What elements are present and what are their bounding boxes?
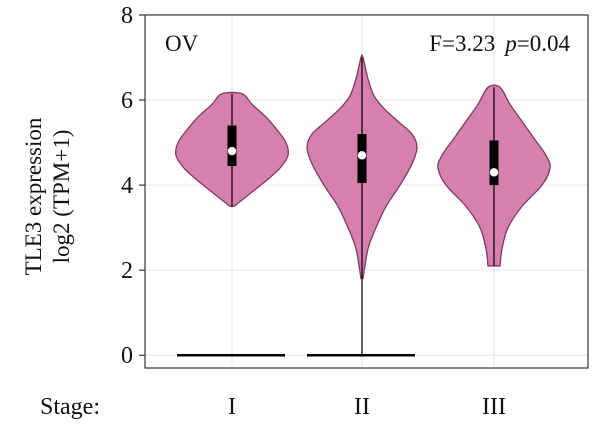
iqr-box-I bbox=[227, 125, 237, 166]
y-tick-label: 0 bbox=[121, 343, 133, 369]
y-tick-label: 2 bbox=[121, 258, 133, 284]
y-tick-label: 8 bbox=[121, 3, 133, 29]
plot-frame bbox=[144, 14, 589, 369]
x-tick-label-II: II bbox=[354, 394, 370, 420]
panel-label: OV bbox=[165, 31, 199, 56]
x-tick-label-I: I bbox=[228, 394, 236, 420]
x-axis: I II III bbox=[228, 394, 506, 420]
iqr-box-III bbox=[489, 140, 499, 186]
median-point-I bbox=[227, 146, 237, 156]
x-axis-title: Stage: bbox=[40, 394, 100, 420]
x-tick-label-III: III bbox=[482, 394, 506, 420]
p-symbol: p bbox=[503, 31, 517, 56]
y-axis-title-line1: TLE3 expression bbox=[21, 117, 46, 275]
plot-layer bbox=[174, 54, 551, 357]
f-statistic: F=3.23 bbox=[429, 31, 495, 56]
stats-annotation: F=3.23 p=0.04 bbox=[429, 31, 570, 56]
y-tick-label: 4 bbox=[121, 173, 133, 199]
y-axis: 0 2 4 6 8 bbox=[121, 3, 145, 369]
y-axis-title-line2: log2 (TPM+1) bbox=[49, 130, 74, 264]
median-point-II bbox=[357, 151, 367, 160]
median-point-III bbox=[489, 168, 499, 177]
y-tick-label: 6 bbox=[121, 88, 133, 114]
p-value: =0.04 bbox=[517, 31, 571, 56]
